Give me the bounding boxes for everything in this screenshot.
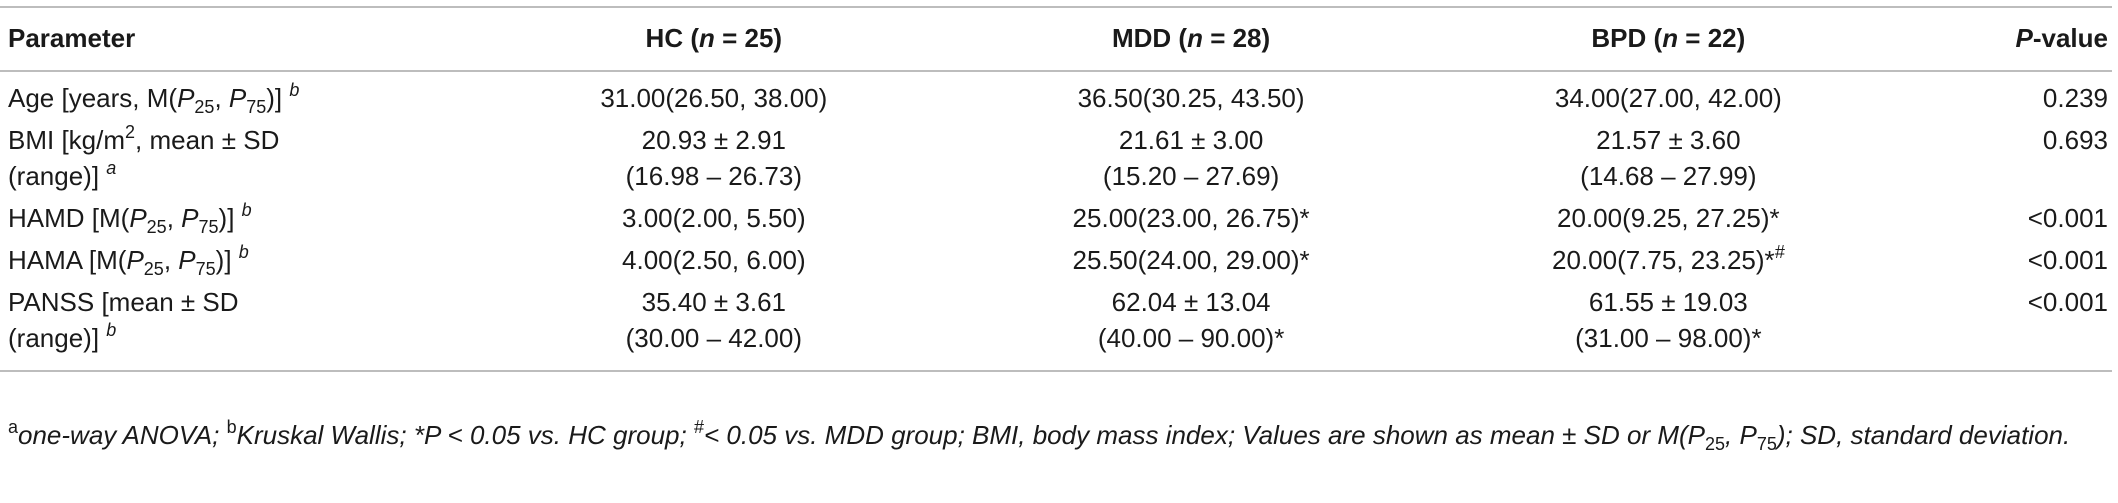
cell-pvalue: 0.239 [2042, 83, 2108, 113]
cell-bpd: 20.00(9.25, 27.25)* [1557, 203, 1780, 233]
table-row-hama: HAMA [M(P25, P75)] b 4.00(2.50, 6.00) 25… [0, 238, 2112, 280]
cell-mdd: 36.50(30.25, 43.50) [1077, 83, 1305, 113]
cell-hc: 20.93 ± 2.91 (16.98 – 26.73) [625, 125, 802, 191]
header-hc: HC (n = 25) [475, 6, 953, 72]
row-label: HAMD [M(P25, P75)] b [8, 200, 252, 237]
header-mdd: MDD (n = 28) [952, 6, 1430, 72]
demographics-table: Parameter HC (n = 25) MDD (n = 28) BPD (… [0, 6, 2112, 372]
header-bpd: BPD (n = 22) [1429, 6, 1907, 72]
table-row-hamd: HAMD [M(P25, P75)] b 3.00(2.00, 5.50) 25… [0, 196, 2112, 238]
cell-bpd: 61.55 ± 19.03 (31.00 – 98.00)* [1429, 280, 1907, 372]
row-label: BMI [kg/m2, mean ± SD (range)] a [8, 122, 280, 191]
table-row-age: Age [years, M(P25, P75)] b 31.00(26.50, … [0, 71, 2112, 118]
table-footnote: aone-way ANOVA; bKruskal Wallis; *P < 0.… [8, 417, 2071, 454]
header-parameter: Parameter [0, 6, 476, 72]
cell-mdd: 21.61 ± 3.00 (15.20 – 27.69) [1102, 125, 1280, 191]
header-pvalue: P-value [1906, 6, 2112, 72]
table-row-bmi: BMI [kg/m2, mean ± SD (range)] a 20.93 ±… [0, 118, 2112, 196]
table-row-panss: PANSS [mean ± SD (range)] b 35.40 ± 3.61… [0, 280, 2112, 372]
cell-mdd: 62.04 ± 13.04 (40.00 – 90.00)* [952, 280, 1430, 372]
cell-bpd: 34.00(27.00, 42.00) [1554, 83, 1782, 113]
cell-hc: 31.00(26.50, 38.00) [600, 83, 828, 113]
cell-mdd: 25.00(23.00, 26.75)* [1072, 203, 1310, 233]
cell-hc: 4.00(2.50, 6.00) [622, 245, 806, 275]
row-label: HAMA [M(P25, P75)] b [8, 242, 249, 279]
cell-hc: 35.40 ± 3.61 (30.00 – 42.00) [475, 280, 953, 372]
row-label: Age [years, M(P25, P75)] b [8, 80, 300, 117]
cell-bpd: 21.57 ± 3.60 (14.68 – 27.99) [1580, 125, 1757, 191]
cell-mdd: 25.50(24.00, 29.00)* [1072, 245, 1310, 275]
cell-bpd: 20.00(7.75, 23.25)*# [1552, 242, 1785, 275]
cell-pvalue: <0.001 [2027, 203, 2108, 233]
row-label: PANSS [mean ± SD (range)] b [0, 280, 476, 372]
cell-pvalue: 0.693 [2042, 125, 2108, 155]
cell-pvalue: <0.001 [1906, 280, 2112, 372]
cell-pvalue: <0.001 [2027, 245, 2108, 275]
header-row: Parameter HC (n = 25) MDD (n = 28) BPD (… [0, 6, 2112, 72]
cell-hc: 3.00(2.00, 5.50) [622, 203, 806, 233]
